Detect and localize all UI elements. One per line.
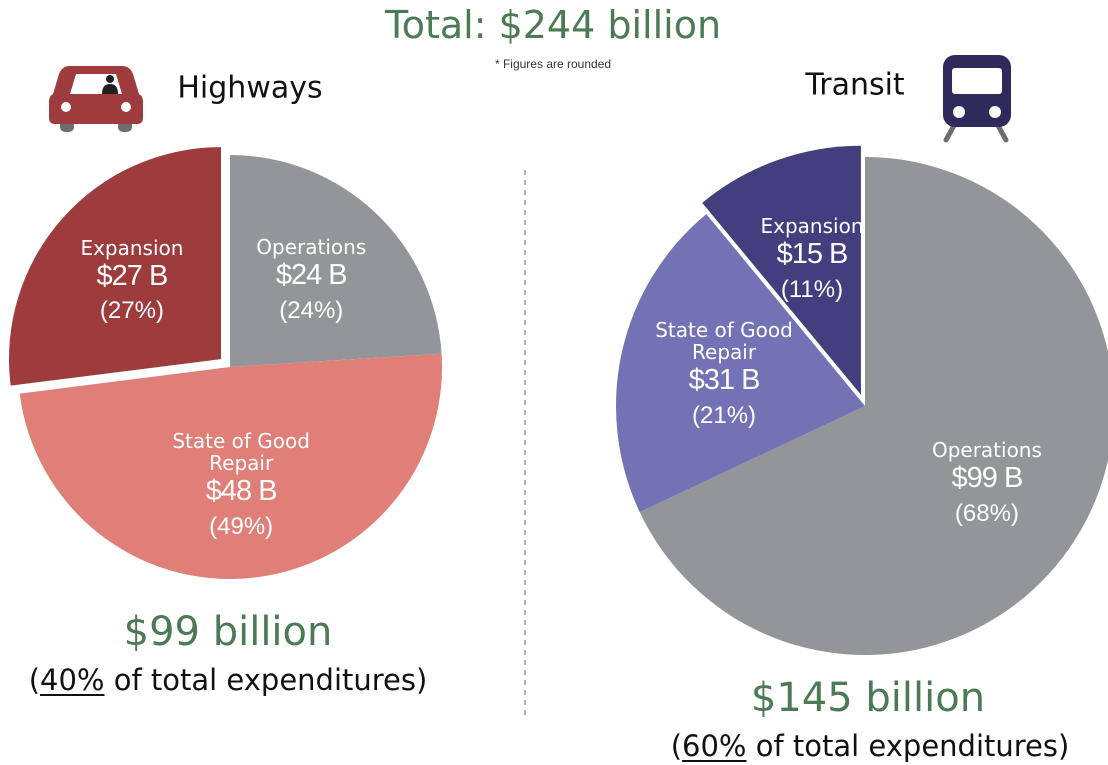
share-part: ( <box>28 663 41 697</box>
percent-label: (24%) <box>279 297 344 325</box>
slice-label: Expansion $15 B (11%) <box>727 215 897 303</box>
amount-label: $27 B <box>96 259 169 292</box>
main-title: Total: $244 billion <box>384 3 722 47</box>
share-part: 40% <box>40 663 105 697</box>
pie-slice <box>639 157 1108 655</box>
slice-label: State of Good Repair $31 B (21%) <box>639 319 809 429</box>
pie-slice <box>19 353 442 580</box>
amount-label: $31 B <box>688 364 761 397</box>
amount-label: $24 B <box>275 259 348 292</box>
total-label: $99 billion <box>123 609 333 655</box>
slice-label: Operations $24 B (24%) <box>226 236 396 324</box>
share-line: (40% of total expenditures) <box>29 663 428 697</box>
slice-label: Operations $99 B (68%) <box>902 439 1072 527</box>
amount-label: $99 B <box>951 462 1024 495</box>
amount-label: $48 B <box>205 475 278 508</box>
pie-slice <box>230 155 442 367</box>
category-label: Operations <box>256 235 367 260</box>
category-label: Expansion <box>80 235 184 260</box>
train-icon <box>943 55 1011 143</box>
category-label: Expansion <box>760 213 864 238</box>
note: * Figures are rounded <box>494 57 612 71</box>
percent-label: (11%) <box>780 275 844 303</box>
total-label: $145 billion <box>750 675 986 721</box>
category-label: State of Good Repair <box>172 429 310 476</box>
slice-label: Expansion $27 B (27%) <box>47 236 217 324</box>
share-part: of total expenditures) <box>746 729 1070 763</box>
pie-slice <box>8 147 221 386</box>
share-part: ( <box>670 729 683 763</box>
category-label: State of Good Repair <box>655 318 793 365</box>
pie-slice <box>702 145 861 395</box>
share-part: 60% <box>682 729 747 763</box>
slice-label: State of Good Repair $48 B (49%) <box>156 430 326 540</box>
amount-label: $15 B <box>776 237 849 270</box>
percent-label: (49%) <box>209 512 274 540</box>
pie-slice <box>616 214 865 513</box>
percent-label: (68%) <box>954 500 1019 528</box>
share-part: of total expenditures) <box>104 663 428 697</box>
pie-title: Highways <box>177 70 323 106</box>
share-line: (60% of total expenditures) <box>671 729 1070 763</box>
percent-label: (21%) <box>692 402 757 430</box>
category-label: Operations <box>931 438 1042 463</box>
pie-title: Transit <box>805 67 905 103</box>
car-icon <box>49 66 143 132</box>
percent-label: (27%) <box>99 297 164 325</box>
